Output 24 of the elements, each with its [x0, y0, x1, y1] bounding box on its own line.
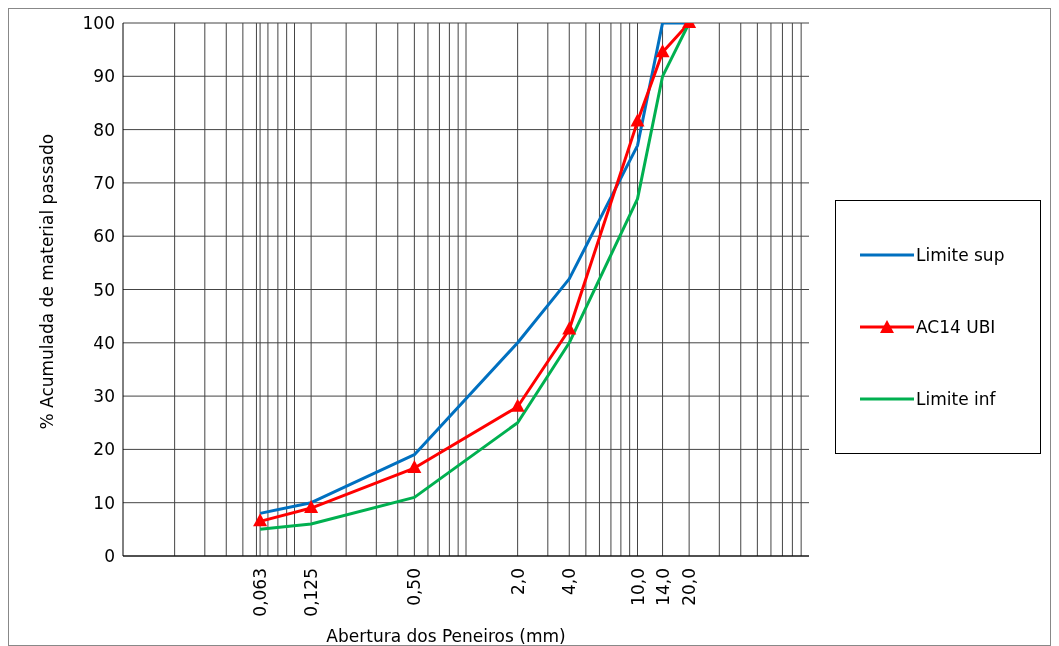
y-tick-label: 50: [93, 279, 115, 300]
x-tick-label: 14,0: [652, 568, 673, 606]
x-tick-label: 10,0: [627, 568, 648, 606]
x-tick-label: 0,125: [301, 568, 322, 617]
legend-label: Limite sup: [916, 244, 1005, 265]
x-tick-label: 20,0: [679, 568, 700, 606]
y-tick-label: 40: [93, 332, 115, 353]
y-tick-label: 70: [93, 172, 115, 193]
y-axis-title: % Acumulada de material passado: [37, 133, 58, 430]
y-tick-label: 30: [93, 386, 115, 407]
y-tick-label: 100: [82, 13, 115, 34]
y-tick-label: 10: [93, 492, 115, 513]
x-axis-title: Abertura dos Peneiros (mm): [326, 626, 566, 646]
x-tick-label: 0,50: [404, 568, 425, 606]
x-tick-label: 4,0: [559, 568, 580, 596]
y-tick-label: 90: [93, 66, 115, 87]
x-tick-label: 0,063: [250, 568, 271, 617]
y-tick-label: 60: [93, 226, 115, 247]
y-tick-label: 0: [104, 546, 115, 567]
legend-label: Limite inf: [916, 388, 996, 409]
legend-label: AC14 UBI: [916, 316, 996, 337]
y-tick-label: 80: [93, 119, 115, 140]
y-tick-label: 20: [93, 439, 115, 460]
x-tick-label: 2,0: [507, 568, 528, 596]
